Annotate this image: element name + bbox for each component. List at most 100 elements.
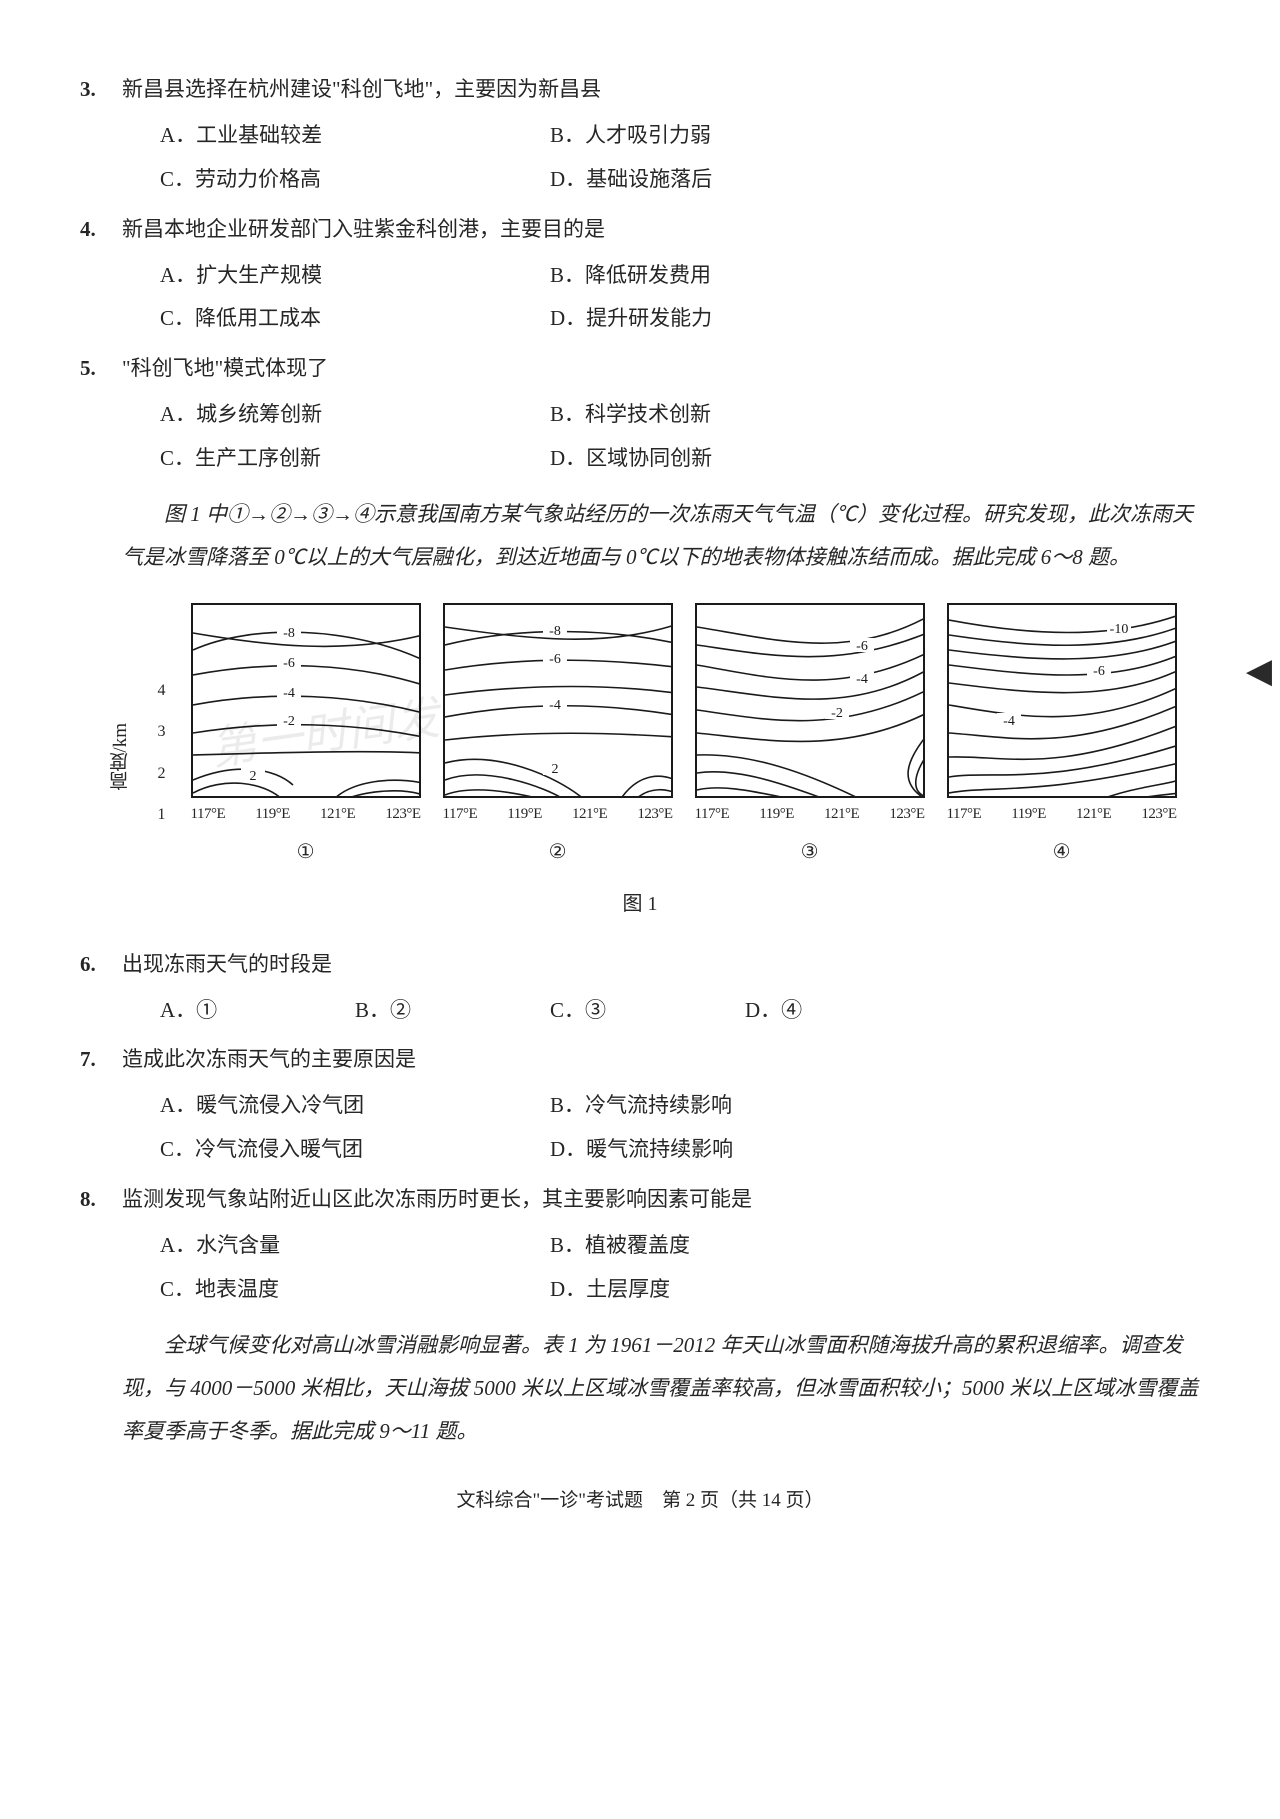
options: A．①B．②C．③D．④ [80, 991, 1200, 1031]
question-block: 6.出现冻雨天气的时段是 A．①B．②C．③D．④ [80, 945, 1200, 1031]
option: C．生产工序创新 [160, 439, 550, 479]
contour-chart: -6 -4 -2 [695, 603, 925, 798]
option: D．暖气流持续影响 [550, 1130, 1200, 1170]
x-tick: 119°E [759, 800, 794, 829]
question-text: 出现冻雨天气的时段是 [122, 945, 332, 985]
svg-text:-8: -8 [283, 626, 295, 641]
question-number: 7. [80, 1040, 122, 1080]
x-tick: 117°E [947, 800, 982, 829]
svg-text:2: 2 [249, 769, 256, 784]
option: A．水汽含量 [160, 1226, 550, 1266]
y-axis-label: 高度/km [103, 683, 139, 791]
y-tick: 1 [158, 800, 166, 830]
options: A．水汽含量B．植被覆盖度C．地表温度D．土层厚度 [80, 1226, 1200, 1310]
question-block: 3.新昌县选择在杭州建设"科创飞地"，主要因为新昌县 A．工业基础较差B．人才吸引… [80, 70, 1200, 200]
question-stem: 7.造成此次冻雨天气的主要原因是 [80, 1040, 1200, 1080]
option: C．地表温度 [160, 1270, 550, 1310]
page-footer: 文科综合"一诊"考试题 第 2 页（共 14 页） [80, 1483, 1200, 1519]
svg-text:-2: -2 [283, 714, 295, 729]
question-number: 4. [80, 210, 122, 250]
svg-text:-2: -2 [831, 706, 843, 721]
x-tick: 123°E [1141, 800, 1176, 829]
y-tick: 4 [158, 676, 166, 706]
option: A．① [160, 991, 355, 1031]
x-tick: 121°E [572, 800, 607, 829]
question-text: "科创飞地"模式体现了 [122, 349, 328, 389]
chart-panel: -8-6-42117°E119°E121°E123°E② [443, 603, 673, 871]
x-axis-ticks: 117°E119°E121°E123°E [947, 800, 1177, 829]
svg-text:-6: -6 [549, 652, 561, 667]
x-tick: 123°E [637, 800, 672, 829]
panel-row: -8-6-4-22117°E119°E121°E123°E①-8-6-42117… [191, 603, 1177, 871]
question-stem: 4.新昌本地企业研发部门入驻紫金科创港，主要目的是 [80, 210, 1200, 250]
option: D．土层厚度 [550, 1270, 1200, 1310]
chart-panel: -8-6-4-22117°E119°E121°E123°E① [191, 603, 421, 871]
option: B．科学技术创新 [550, 395, 1200, 435]
panel-label: ① [297, 833, 315, 871]
question-block: 7.造成此次冻雨天气的主要原因是 A．暖气流侵入冷气团B．冷气流持续影响C．冷气流… [80, 1040, 1200, 1170]
question-text: 新昌县选择在杭州建设"科创飞地"，主要因为新昌县 [122, 70, 601, 110]
option: C．劳动力价格高 [160, 160, 550, 200]
x-tick: 123°E [385, 800, 420, 829]
chart-panel: -6 -4 -2 117°E 119°E 121°E 123°E ③ [695, 603, 925, 871]
passage-2-text: 全球气候变化对高山冰雪消融影响显著。表 1 为 1961－2012 年天山冰雪面… [122, 1333, 1198, 1443]
question-number: 5. [80, 349, 122, 389]
option: D．提升研发能力 [550, 299, 1200, 339]
x-tick: 123°E [889, 800, 924, 829]
panel-label: ② [549, 833, 567, 871]
svg-text:2: 2 [551, 762, 558, 777]
svg-text:-8: -8 [549, 624, 561, 639]
question-stem: 5."科创飞地"模式体现了 [80, 349, 1200, 389]
svg-text:-6: -6 [856, 639, 868, 654]
option: B．植被覆盖度 [550, 1226, 1200, 1266]
x-axis-ticks: 117°E119°E121°E123°E [443, 800, 673, 829]
option: B．降低研发费用 [550, 256, 1200, 296]
svg-text:-4: -4 [1003, 714, 1015, 729]
figure-caption: 图 1 [623, 885, 658, 923]
options: A．扩大生产规模B．降低研发费用C．降低用工成本D．提升研发能力 [80, 256, 1200, 340]
options: A．工业基础较差B．人才吸引力弱C．劳动力价格高D．基础设施落后 [80, 116, 1200, 200]
svg-text:-4: -4 [856, 672, 868, 687]
figure-panels: 高度/km 1234 -8-6-4-22117°E119°E121°E123°E… [103, 603, 1176, 871]
question-number: 3. [80, 70, 122, 110]
x-tick: 117°E [443, 800, 478, 829]
question-block: 5."科创飞地"模式体现了A．城乡统筹创新B．科学技术创新C．生产工序创新D．区… [80, 349, 1200, 479]
option: B．人才吸引力弱 [550, 116, 1200, 156]
option: C．降低用工成本 [160, 299, 550, 339]
figure-1: 高度/km 1234 -8-6-4-22117°E119°E121°E123°E… [80, 603, 1200, 923]
x-axis-ticks: 117°E 119°E 121°E 123°E [695, 800, 925, 829]
exam-page: ◀ 3.新昌县选择在杭州建设"科创飞地"，主要因为新昌县A．工业基础较差B．人才… [0, 0, 1280, 1819]
question-block: 4.新昌本地企业研发部门入驻紫金科创港，主要目的是 A．扩大生产规模B．降低研发费… [80, 210, 1200, 340]
svg-text:-6: -6 [1093, 664, 1105, 679]
x-tick: 121°E [824, 800, 859, 829]
question-block: 8.监测发现气象站附近山区此次冻雨历时更长，其主要影响因素可能是 A．水汽含量B．… [80, 1180, 1200, 1310]
panel-label: ④ [1053, 833, 1071, 871]
question-text: 监测发现气象站附近山区此次冻雨历时更长，其主要影响因素可能是 [122, 1180, 752, 1220]
option: B．冷气流持续影响 [550, 1086, 1200, 1126]
question-text: 造成此次冻雨天气的主要原因是 [122, 1040, 416, 1080]
x-tick: 121°E [320, 800, 355, 829]
question-stem: 3.新昌县选择在杭州建设"科创飞地"，主要因为新昌县 [80, 70, 1200, 110]
x-tick: 117°E [191, 800, 226, 829]
svg-text:-4: -4 [549, 698, 561, 713]
option: C．③ [550, 991, 745, 1031]
contour-chart: -8-6-4-22 [191, 603, 421, 798]
contour-chart: -8 -6 -4 2 [443, 603, 673, 798]
question-stem: 6.出现冻雨天气的时段是 [80, 945, 1200, 985]
x-axis-ticks: 117°E119°E121°E123°E [191, 800, 421, 829]
question-number: 6. [80, 945, 122, 985]
option: D．基础设施落后 [550, 160, 1200, 200]
option: D．④ [745, 991, 1200, 1031]
panel-label: ③ [801, 833, 819, 871]
option: C．冷气流侵入暖气团 [160, 1130, 550, 1170]
option: B．② [355, 991, 550, 1031]
contour-chart: -10 -6 -4 [947, 603, 1177, 798]
y-tick: 2 [158, 759, 166, 789]
passage-2: 全球气候变化对高山冰雪消融影响显著。表 1 为 1961－2012 年天山冰雪面… [80, 1320, 1200, 1463]
option: A．城乡统筹创新 [160, 395, 550, 435]
x-tick: 117°E [695, 800, 730, 829]
question-number: 8. [80, 1180, 122, 1220]
option: A．暖气流侵入冷气团 [160, 1086, 550, 1126]
svg-text:-10: -10 [1109, 622, 1128, 637]
option: A．工业基础较差 [160, 116, 550, 156]
